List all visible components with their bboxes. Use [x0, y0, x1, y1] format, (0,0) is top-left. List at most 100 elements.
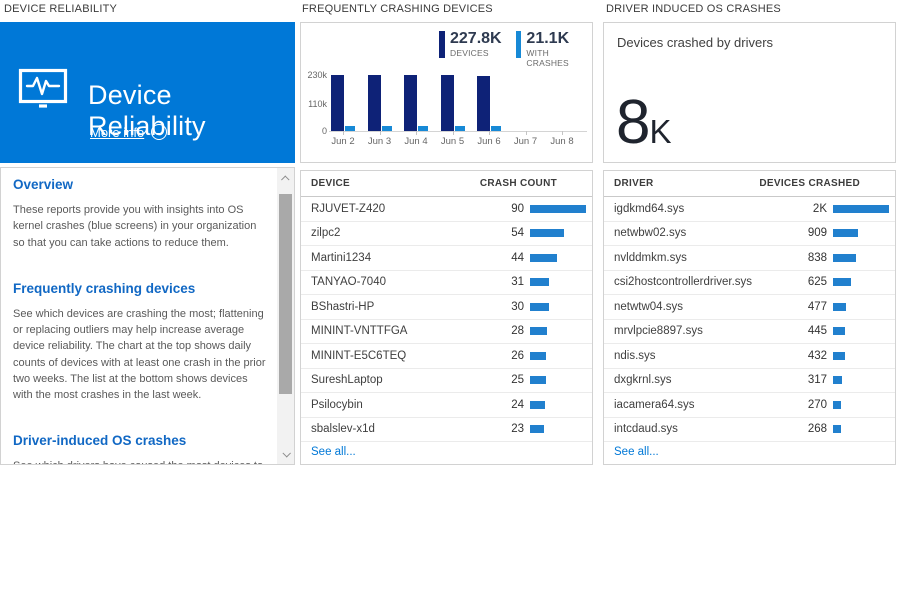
row-value: 317 — [807, 374, 827, 387]
row-bar-slot — [530, 229, 586, 238]
scrollbar-thumb[interactable] — [279, 194, 292, 394]
row-value: 838 — [807, 251, 827, 264]
table-row[interactable]: dxgkrnl.sys 317 — [604, 369, 895, 393]
with-crashes-bar — [381, 126, 392, 131]
row-bar-slot — [530, 400, 586, 409]
row-value-bar — [530, 351, 546, 360]
description-panel-content: Overview These reports provide you with … — [1, 168, 277, 464]
row-bar-slot — [833, 278, 889, 287]
table-row[interactable]: MININT-E5C6TEQ 26 — [301, 344, 592, 369]
row-value-bar — [530, 278, 549, 287]
legend-item-with-crashes: 21.1K WITH CRASHES — [515, 30, 592, 68]
table-row[interactable]: netwbw02.sys 909 — [604, 222, 895, 246]
row-bar-slot — [833, 204, 889, 213]
row-bar-slot — [833, 229, 889, 238]
row-value: 270 — [807, 398, 827, 411]
table-row[interactable]: iacamera64.sys 270 — [604, 393, 895, 418]
row-value-bar — [833, 425, 841, 434]
table-row[interactable]: sbalslev-x1d 23 — [301, 418, 592, 442]
with-crashes-bar — [418, 126, 428, 131]
table-row[interactable]: Martini1234 44 — [301, 246, 592, 271]
row-value: 31 — [511, 276, 524, 289]
row-name: Martini1234 — [311, 251, 372, 264]
table-row[interactable]: zilpc2 54 — [301, 222, 592, 246]
big-number: 8 — [616, 88, 650, 157]
legend-item-devices: 227.8K DEVICES — [439, 30, 502, 68]
row-value-bar — [530, 229, 564, 238]
row-value: 26 — [511, 349, 524, 362]
row-name: MININT-E5C6TEQ — [311, 349, 407, 362]
table-row[interactable]: RJUVET-Z420 90 — [301, 197, 592, 222]
devices-bar — [477, 76, 490, 131]
y-axis-tick-label: 0 — [321, 126, 327, 136]
row-value-bar — [530, 253, 557, 262]
table-body: igdkmd64.sys 2K netwbw02.sys 909 nvlddmkm.sy… — [604, 197, 895, 442]
table-row[interactable]: BShastri-HP 30 — [301, 295, 592, 320]
row-value: 28 — [511, 325, 524, 338]
row-name: BShastri-HP — [311, 300, 375, 313]
row-bar-slot — [833, 425, 889, 434]
row-value: 445 — [807, 325, 827, 338]
devices-bar — [404, 75, 417, 131]
more-info-link[interactable]: More info → — [90, 124, 168, 140]
devices-crashed-card: Devices crashed by drivers 8K — [603, 22, 896, 163]
row-bar-slot — [833, 351, 889, 360]
table-row[interactable]: SureshLaptop 25 — [301, 369, 592, 393]
x-axis-tick-label: Jun 4 — [404, 136, 428, 147]
table-row[interactable]: igdkmd64.sys 2K — [604, 197, 895, 222]
left-column-header: DEVICE RELIABILITY — [4, 3, 118, 15]
row-value-bar — [833, 351, 845, 360]
big-number-unit: K — [649, 113, 672, 150]
row-bar-slot — [530, 278, 586, 287]
table-header: DEVICE CRASH COUNT — [301, 171, 592, 197]
row-bar-slot — [833, 327, 889, 336]
row-bar-slot — [530, 376, 586, 385]
x-axis-tick — [525, 131, 527, 135]
scroll-up-button[interactable] — [277, 170, 294, 187]
panel-scrollbar[interactable] — [277, 168, 294, 464]
table-row[interactable]: Psilocybin 24 — [301, 393, 592, 418]
table-row[interactable]: nvlddmkm.sys 838 — [604, 246, 895, 271]
row-value: 90 — [511, 202, 524, 215]
row-name: TANYAO-7040 — [311, 276, 386, 289]
scroll-down-button[interactable] — [277, 445, 294, 462]
arrow-right-circle-icon: → — [151, 124, 168, 140]
table-row[interactable]: ndis.sys 432 — [604, 344, 895, 369]
legend-swatch-devices — [439, 31, 445, 58]
row-bar-slot — [530, 204, 586, 213]
crashing-drivers-table: DRIVER DEVICES CRASHED igdkmd64.sys 2K net… — [603, 170, 896, 465]
see-all-devices-link[interactable]: See all... — [311, 446, 356, 458]
row-value-bar — [833, 253, 856, 262]
y-axis-tick-label: 110k — [308, 99, 327, 110]
row-value: 23 — [511, 423, 524, 436]
row-name: netwbw02.sys — [614, 227, 687, 240]
table-row[interactable]: csi2hostcontrollerdriver.sys 625 — [604, 271, 895, 295]
description-panel: Overview These reports provide you with … — [0, 167, 295, 465]
table-row[interactable]: TANYAO-7040 31 — [301, 271, 592, 295]
table-row[interactable]: MININT-VNTTFGA 28 — [301, 320, 592, 344]
x-axis-tick-label: Jun 6 — [477, 136, 501, 147]
row-value-bar — [833, 327, 845, 336]
row-value: 477 — [807, 300, 827, 313]
x-axis-tick — [562, 131, 563, 135]
row-value-bar — [833, 302, 846, 311]
devices-bar — [440, 75, 454, 131]
row-value-bar — [530, 400, 545, 409]
see-all-drivers-link[interactable]: See all... — [614, 446, 659, 458]
table-row[interactable]: netwtw04.sys 477 — [604, 295, 895, 320]
row-name: RJUVET-Z420 — [311, 202, 386, 215]
device-reliability-tile[interactable]: Device Reliability More info → — [0, 22, 295, 163]
table-header: DRIVER DEVICES CRASHED — [604, 171, 895, 197]
device-monitor-pulse-icon — [18, 68, 68, 115]
with-crashes-total: 21.1K — [526, 30, 570, 47]
row-value: 44 — [511, 251, 524, 264]
row-bar-slot — [530, 253, 586, 262]
column-header-device: DEVICE — [311, 178, 351, 189]
table-row[interactable]: mrvlpcie8897.sys 445 — [604, 320, 895, 344]
column-header-devices-crashed: DEVICES CRASHED — [759, 178, 860, 189]
table-row[interactable]: intcdaud.sys 268 — [604, 418, 895, 442]
row-name: intcdaud.sys — [614, 423, 678, 436]
row-bar-slot — [833, 376, 889, 385]
x-axis-tick-label: Jun 7 — [513, 136, 538, 147]
